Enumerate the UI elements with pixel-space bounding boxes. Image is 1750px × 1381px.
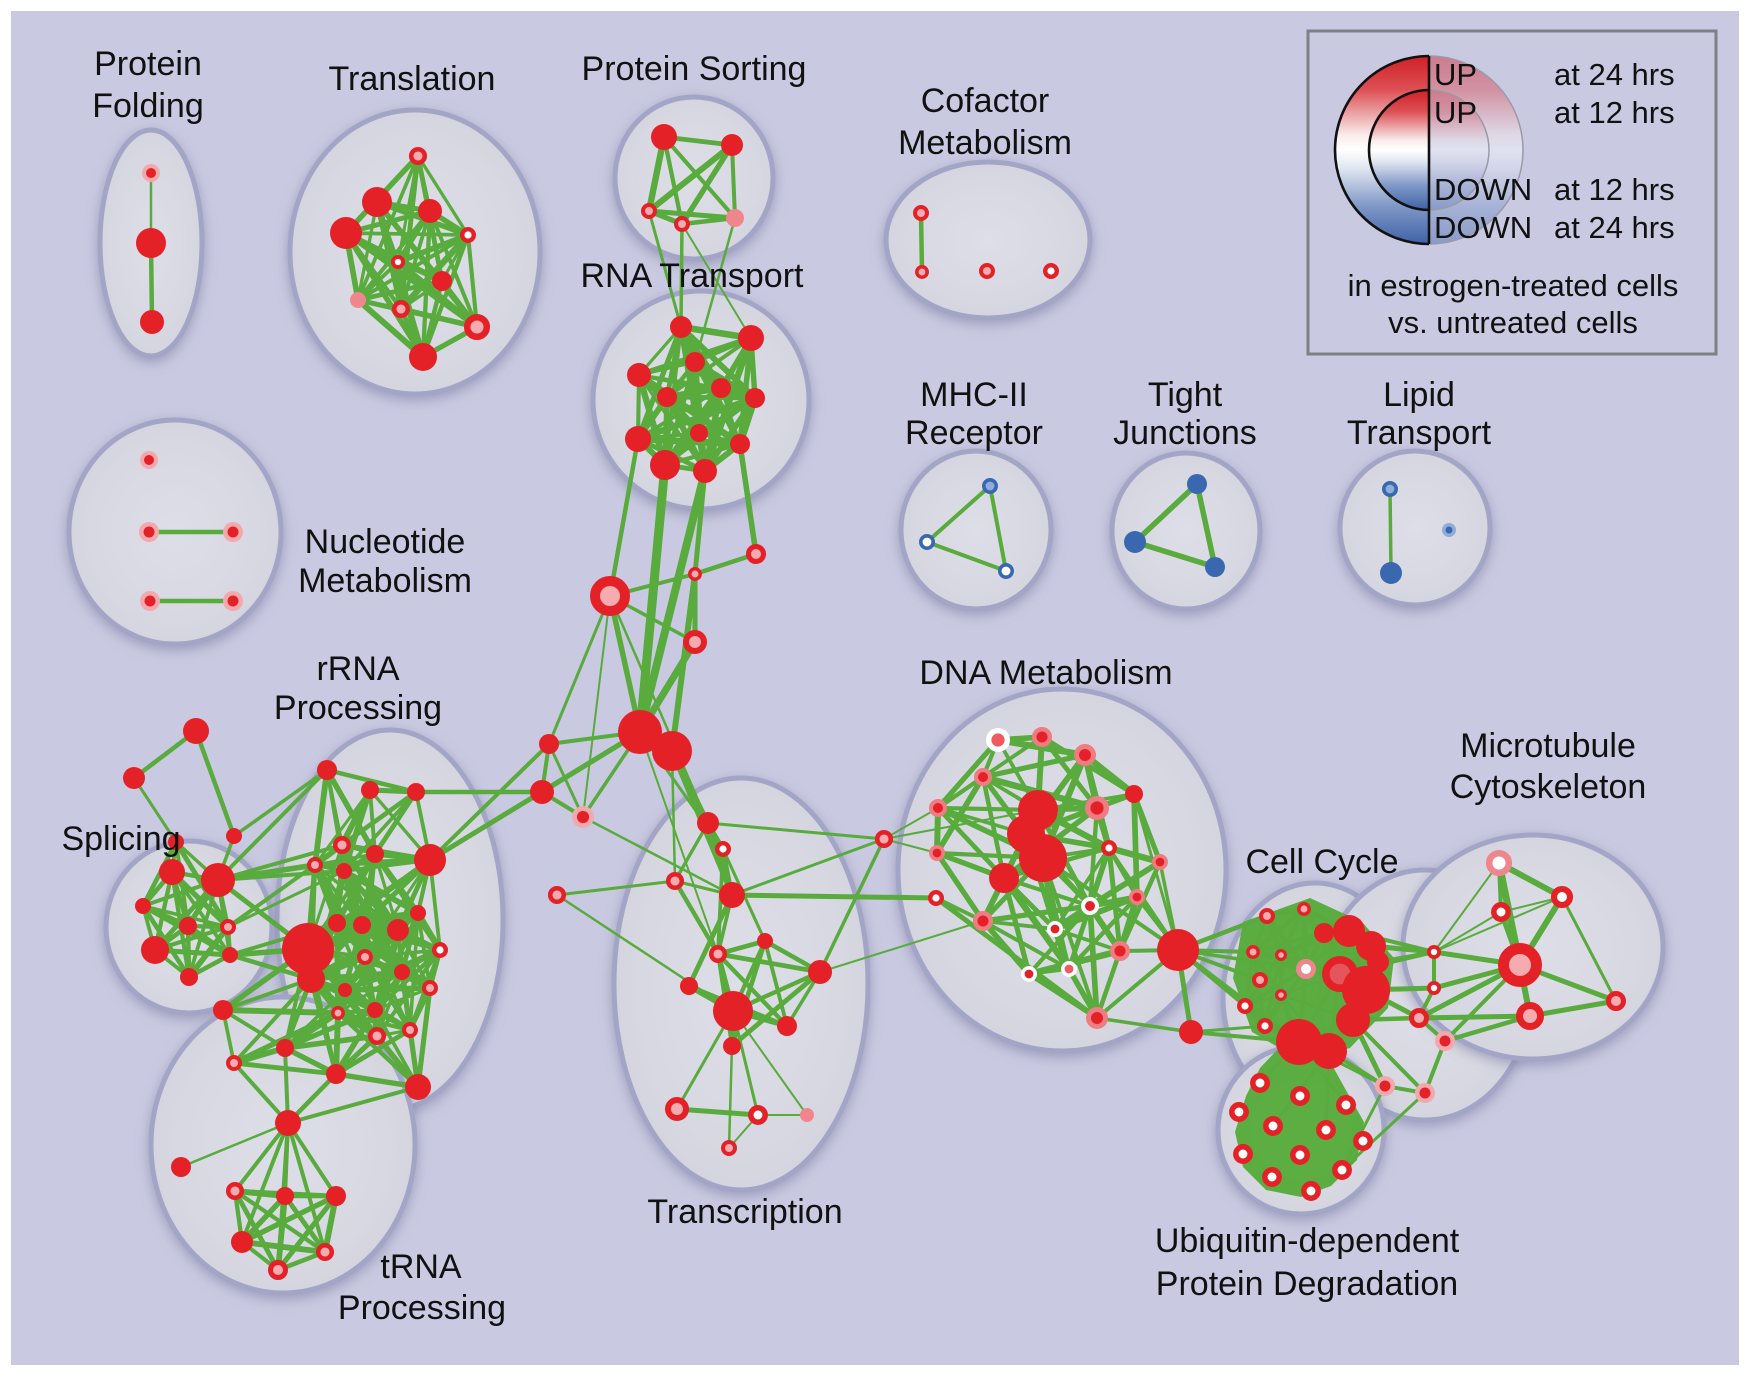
svg-text:Junctions: Junctions	[1113, 414, 1257, 452]
svg-text:in estrogen-treated cells: in estrogen-treated cells	[1348, 268, 1679, 303]
svg-text:Processing: Processing	[274, 689, 442, 727]
svg-text:at 12 hrs: at 12 hrs	[1554, 172, 1675, 207]
svg-text:Lipid: Lipid	[1383, 376, 1455, 414]
svg-text:DOWN: DOWN	[1434, 210, 1532, 245]
svg-text:RNA Transport: RNA Transport	[581, 257, 805, 295]
svg-text:Translation: Translation	[329, 60, 496, 98]
svg-text:Splicing: Splicing	[61, 820, 180, 858]
svg-text:Transcription: Transcription	[647, 1193, 842, 1231]
svg-text:Cytoskeleton: Cytoskeleton	[1450, 768, 1647, 806]
svg-text:vs. untreated cells: vs. untreated cells	[1388, 305, 1638, 340]
svg-text:tRNA: tRNA	[380, 1248, 462, 1286]
svg-text:DOWN: DOWN	[1434, 172, 1532, 207]
svg-text:Protein: Protein	[94, 45, 202, 83]
svg-text:Ubiquitin-dependent: Ubiquitin-dependent	[1155, 1222, 1460, 1260]
svg-text:Processing: Processing	[338, 1289, 506, 1327]
svg-text:UP: UP	[1434, 57, 1477, 92]
svg-text:rRNA: rRNA	[316, 650, 399, 688]
svg-text:Metabolism: Metabolism	[298, 562, 472, 600]
svg-text:Receptor: Receptor	[905, 414, 1043, 452]
svg-text:at 24 hrs: at 24 hrs	[1554, 210, 1675, 245]
svg-text:Protein Degradation: Protein Degradation	[1156, 1265, 1458, 1303]
svg-text:Microtubule: Microtubule	[1460, 727, 1636, 765]
svg-text:Protein Sorting: Protein Sorting	[582, 50, 807, 88]
svg-text:MHC-II: MHC-II	[920, 376, 1028, 414]
svg-text:Nucleotide: Nucleotide	[305, 523, 466, 561]
svg-text:at 12 hrs: at 12 hrs	[1554, 95, 1675, 130]
svg-text:DNA Metabolism: DNA Metabolism	[919, 654, 1172, 692]
svg-text:Transport: Transport	[1347, 414, 1492, 452]
svg-text:Metabolism: Metabolism	[898, 124, 1072, 162]
svg-text:Folding: Folding	[92, 87, 204, 125]
svg-text:Cell Cycle: Cell Cycle	[1245, 843, 1398, 881]
svg-text:UP: UP	[1434, 95, 1477, 130]
svg-text:Cofactor: Cofactor	[921, 82, 1050, 120]
svg-text:Tight: Tight	[1148, 376, 1223, 414]
svg-text:at 24 hrs: at 24 hrs	[1554, 57, 1675, 92]
